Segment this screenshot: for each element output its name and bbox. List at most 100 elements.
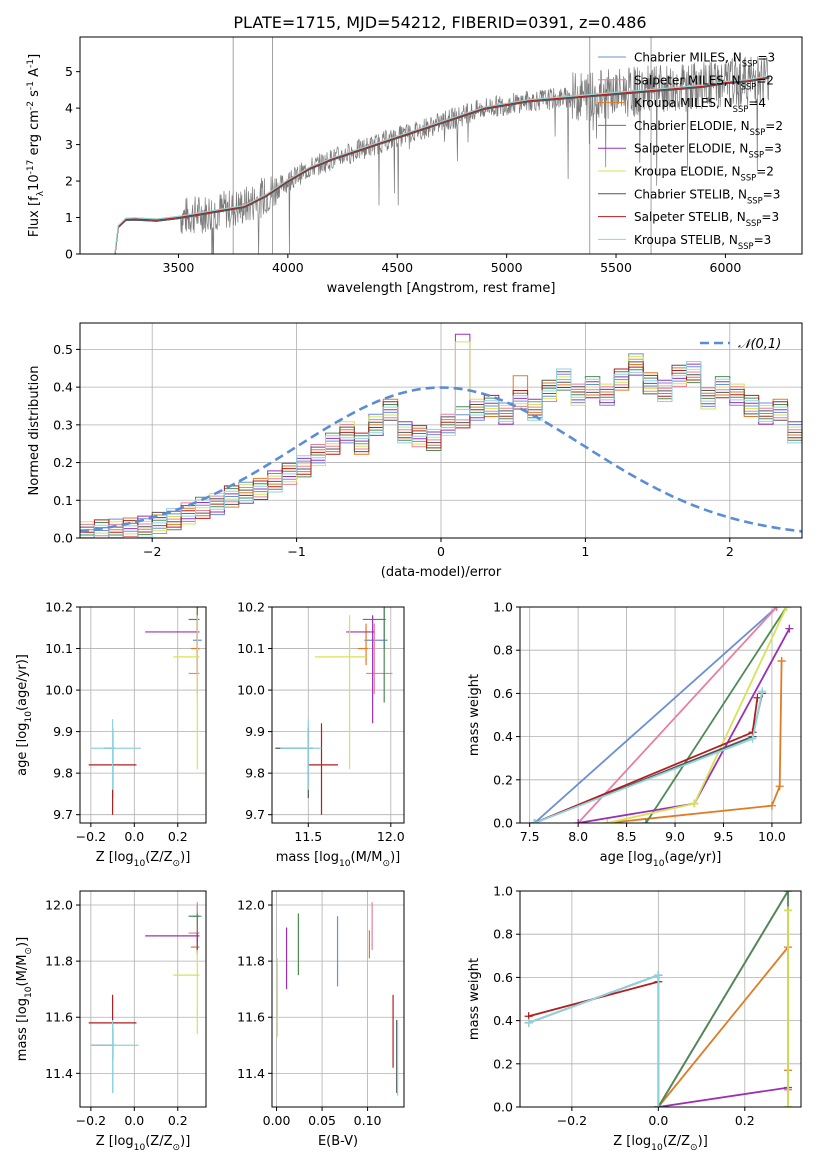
weight-marker <box>654 1103 663 1107</box>
x-tick-label: 0.05 <box>308 1113 336 1128</box>
model-8 <box>114 75 770 253</box>
x-tick-label: 0.0 <box>124 829 144 844</box>
y-tick-label: 0.8 <box>493 643 513 658</box>
x-tick-label: 2 <box>726 544 734 559</box>
y-tick-label: 9.7 <box>53 807 73 822</box>
y-tick-label: 1 <box>65 210 73 225</box>
plot-area <box>114 37 770 254</box>
plot-area <box>88 902 202 1093</box>
weight-line-7 <box>534 697 759 823</box>
hist-5 <box>80 341 802 535</box>
y-tick-label: 0.4 <box>493 729 513 744</box>
axes-frame <box>271 890 405 1108</box>
y-axis-label: Normed distribution <box>27 366 42 496</box>
panel-z_age: −0.2 0.0 0.2 9.7 9.8 9.9 10.0 10.1 10.2 <box>45 600 207 844</box>
y-tick-label: 0 <box>65 247 73 262</box>
plot-area <box>88 607 202 815</box>
y-tick-label: 12.0 <box>45 898 73 913</box>
weight-marker <box>784 906 793 915</box>
x-tick-label: 4000 <box>272 260 304 275</box>
y-tick-label: 0.4 <box>493 1013 513 1028</box>
x-tick-label: −2 <box>143 544 161 559</box>
plot-area <box>275 607 393 815</box>
observed-spectrum <box>180 56 770 254</box>
weight-line-6 <box>534 693 764 823</box>
x-tick-label: 7.5 <box>520 829 540 844</box>
plot-area <box>524 891 793 1107</box>
y-tick-label: 0.4 <box>53 380 73 395</box>
y-tick-label: 10.2 <box>237 600 265 615</box>
weight-line-8 <box>534 691 764 823</box>
x-tick-label: 0.00 <box>263 1113 291 1128</box>
y-tick-label: 1.0 <box>493 600 513 615</box>
y-axis-label: mass [log10​(M/M⊙​)] <box>15 937 34 1061</box>
axes-frame <box>519 890 802 1108</box>
x-tick-label: 9.5 <box>714 829 734 844</box>
hist-7 <box>80 366 802 533</box>
x-axis-label: Z [log10​(Z/Z⊙​)] <box>96 1134 191 1153</box>
weight-marker <box>641 819 650 823</box>
x-tick-label: 3500 <box>163 260 195 275</box>
x-axis-label: Z [log10​(Z/Z⊙​)] <box>96 850 191 869</box>
x-tick-label: 11.5 <box>294 829 322 844</box>
x-tick-label: 0.2 <box>735 1113 755 1128</box>
y-tick-label: 0.0 <box>493 816 513 831</box>
panel-ebv_mass: 0.00 0.05 0.10 11.4 11.6 11.8 12.0 <box>237 890 405 1128</box>
axes-frame <box>79 890 207 1108</box>
y-tick-label: 10.0 <box>237 683 265 698</box>
y-tick-label: 0.6 <box>493 970 513 985</box>
legend-label: Salpeter ELODIE, NSSP​=3 <box>634 142 782 160</box>
plot-area <box>80 333 802 538</box>
legend-label: Kroupa STELIB, NSSP​=3 <box>634 233 771 251</box>
axes-frame <box>271 606 405 824</box>
weight-line-3 <box>657 891 789 1107</box>
y-tick-label: 9.8 <box>245 766 265 781</box>
weight-marker <box>777 657 786 665</box>
panel-z_weight: −0.2 0.0 0.2 0.0 0.2 0.4 0.6 0.8 1.0 <box>493 884 802 1128</box>
y-tick-label: 1.0 <box>493 884 513 899</box>
x-tick-label: 8.5 <box>617 829 637 844</box>
y-tick-label: 9.9 <box>53 724 73 739</box>
weight-marker <box>748 734 757 743</box>
legend: Chabrier MILES, NSSP​=3 Salpeter MILES, N… <box>598 51 783 251</box>
y-tick-label: 11.4 <box>237 1066 265 1081</box>
weight-line-3 <box>645 607 788 823</box>
y-tick-label: 0.2 <box>493 772 513 787</box>
model-7 <box>114 76 770 254</box>
weight-marker <box>574 819 583 823</box>
weight-marker <box>603 819 612 823</box>
y-tick-label: 9.7 <box>245 807 265 822</box>
weight-line-4 <box>658 1086 789 1107</box>
x-tick-label: 10.0 <box>758 829 786 844</box>
y-tick-label: 9.8 <box>53 766 73 781</box>
hist-1 <box>80 358 802 537</box>
y-axis-label: mass weight <box>467 674 482 756</box>
x-axis-label: E(B-V) <box>318 1134 358 1149</box>
model-6 <box>114 77 770 254</box>
y-tick-label: 9.9 <box>245 724 265 739</box>
x-tick-label: 8.0 <box>568 829 588 844</box>
hist-2 <box>80 364 802 538</box>
x-tick-label: 6000 <box>710 260 742 275</box>
x-axis-label: wavelength [Angstrom, rest frame] <box>327 281 556 296</box>
y-tick-label: 0.8 <box>493 927 513 942</box>
weight-marker <box>690 799 699 808</box>
plot-area <box>530 607 794 823</box>
legend-label: Chabrier MILES, NSSP​=3 <box>634 51 775 69</box>
weight-marker <box>524 1018 533 1027</box>
legend-label: Kroupa ELODIE, NSSP​=2 <box>634 165 774 183</box>
x-tick-label: 0.2 <box>168 1113 188 1128</box>
y-tick-label: 3 <box>65 137 73 152</box>
legend-label: 𝒩(0,1) <box>738 337 781 352</box>
y-tick-label: 11.6 <box>45 1010 73 1025</box>
weight-line-6 <box>528 973 660 1107</box>
y-tick-label: 10.1 <box>237 641 265 656</box>
x-tick-label: 5500 <box>600 260 632 275</box>
axes-frame <box>79 36 803 255</box>
y-tick-label: 11.8 <box>45 954 73 969</box>
weight-marker <box>782 607 791 611</box>
x-tick-label: 1 <box>581 544 589 559</box>
y-axis-label: Flux [fλ​10-17​ erg cm-2​ s-1​ A-1​] <box>26 54 46 237</box>
x-axis-label: age [log10​(age/yr)] <box>600 850 722 869</box>
